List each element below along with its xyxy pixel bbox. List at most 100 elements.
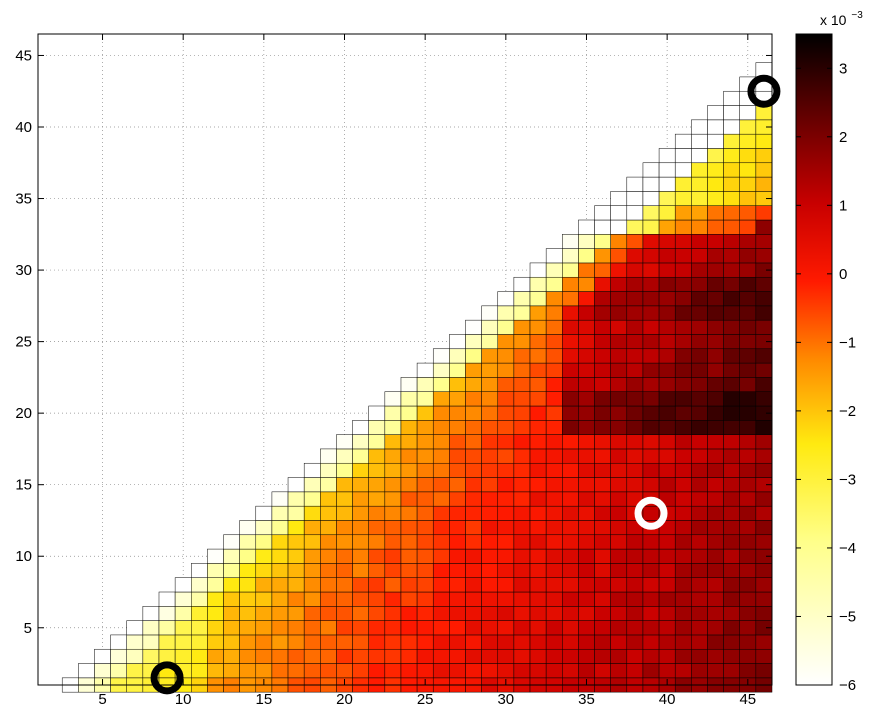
heatmap-cell — [739, 234, 757, 249]
heatmap-cell — [578, 219, 595, 235]
heatmap-cell — [497, 606, 515, 621]
heatmap-cell — [352, 634, 369, 650]
heatmap-cell — [432, 420, 450, 435]
heatmap-cell — [207, 634, 224, 650]
heatmap-cell — [707, 291, 724, 307]
heatmap-cell — [384, 405, 402, 421]
heatmap-cell — [674, 319, 692, 335]
heatmap-cell — [416, 505, 434, 521]
heatmap-cell — [158, 606, 176, 621]
heatmap-cell — [545, 462, 563, 478]
heatmap-cell — [691, 191, 708, 206]
heatmap-cell — [271, 648, 289, 664]
heatmap-cell — [481, 477, 499, 493]
heatmap-cell — [674, 276, 692, 292]
heatmap-cell — [239, 634, 257, 650]
heatmap-cell — [578, 348, 595, 364]
heatmap-cell — [529, 377, 547, 392]
heatmap-cell — [674, 620, 692, 636]
heatmap-cell — [674, 563, 692, 578]
heatmap-cell — [513, 276, 531, 292]
heatmap-cell — [239, 577, 257, 593]
heatmap-cell — [174, 591, 192, 607]
heatmap-cell — [739, 377, 757, 392]
heatmap-cell — [578, 491, 595, 507]
heatmap-cell — [578, 634, 595, 650]
heatmap-cell — [545, 248, 563, 264]
heatmap-cell — [336, 591, 353, 607]
heatmap-cell — [739, 205, 757, 221]
heatmap-cell — [545, 634, 563, 650]
heatmap-cell — [755, 448, 773, 464]
heatmap-cell — [320, 577, 337, 593]
heatmap-cell — [739, 663, 757, 679]
heatmap-cell — [384, 577, 402, 593]
heatmap-cell — [223, 634, 240, 650]
heatmap-cell — [432, 377, 450, 392]
heatmap-cell — [481, 348, 499, 364]
heatmap-cell — [255, 563, 273, 578]
heatmap-cell — [368, 420, 386, 435]
heatmap-cell — [416, 563, 434, 578]
heatmap-cell — [594, 491, 611, 507]
heatmap-cell — [562, 491, 579, 507]
heatmap-cell — [513, 420, 531, 435]
heatmap-cell — [723, 391, 740, 407]
heatmap-cell — [320, 534, 337, 550]
heatmap-cell — [336, 491, 353, 507]
y-tick-label: 35 — [15, 191, 32, 208]
y-tick-label: 10 — [15, 548, 32, 565]
heatmap-cell — [287, 520, 305, 536]
heatmap-cell — [255, 548, 273, 564]
heatmap-cell — [497, 548, 515, 564]
heatmap-cell — [449, 448, 466, 464]
colorbar: −6 −5 −4 −3 −2 −1 0 1 2 3 x 10 −3 — [795, 10, 863, 694]
heatmap-cell — [465, 563, 482, 578]
heatmap-cell — [481, 648, 499, 664]
heatmap-cell — [642, 305, 660, 321]
heatmap-cell — [239, 606, 257, 621]
heatmap-cell — [578, 276, 595, 292]
heatmap-cell — [384, 420, 402, 435]
heatmap-cell — [723, 90, 740, 106]
heatmap-cell — [723, 448, 740, 464]
heatmap-cell — [400, 405, 418, 421]
colorbar-tick-label: −1 — [839, 334, 856, 351]
heatmap-cell — [497, 563, 515, 578]
heatmap-cell — [223, 534, 240, 550]
heatmap-cell — [739, 563, 757, 578]
heatmap-cell — [578, 534, 595, 550]
heatmap-cell — [336, 663, 353, 679]
heatmap-cell — [529, 305, 547, 321]
heatmap-cell — [465, 391, 482, 407]
heatmap-cell — [287, 563, 305, 578]
heatmap-cell — [610, 362, 628, 378]
heatmap-cell — [223, 606, 240, 621]
heatmap-cell — [658, 305, 676, 321]
heatmap-cell — [545, 620, 563, 636]
heatmap-cell — [723, 291, 740, 307]
heatmap-cell — [320, 620, 337, 636]
heatmap-cell — [513, 348, 531, 364]
heatmap-cell — [303, 534, 321, 550]
heatmap-cell — [594, 291, 611, 307]
heatmap-cell — [449, 648, 466, 664]
heatmap-cell — [610, 305, 628, 321]
heatmap-cell — [658, 248, 676, 264]
heatmap-cell — [336, 606, 353, 621]
heatmap-cell — [481, 606, 499, 621]
heatmap-cell — [658, 262, 676, 278]
heatmap-cell — [707, 520, 724, 536]
heatmap-cell — [610, 477, 628, 493]
heatmap-cell — [610, 348, 628, 364]
heatmap-cell — [158, 591, 176, 607]
heatmap-cell — [626, 176, 644, 192]
heatmap-cell — [674, 334, 692, 350]
heatmap-cell — [739, 291, 757, 307]
heatmap-cell — [562, 262, 579, 278]
heatmap-cell — [626, 348, 644, 364]
heatmap-cell — [545, 448, 563, 464]
heatmap-cell — [691, 319, 708, 335]
heatmap-cell — [691, 176, 708, 192]
heatmap-cell — [513, 591, 531, 607]
